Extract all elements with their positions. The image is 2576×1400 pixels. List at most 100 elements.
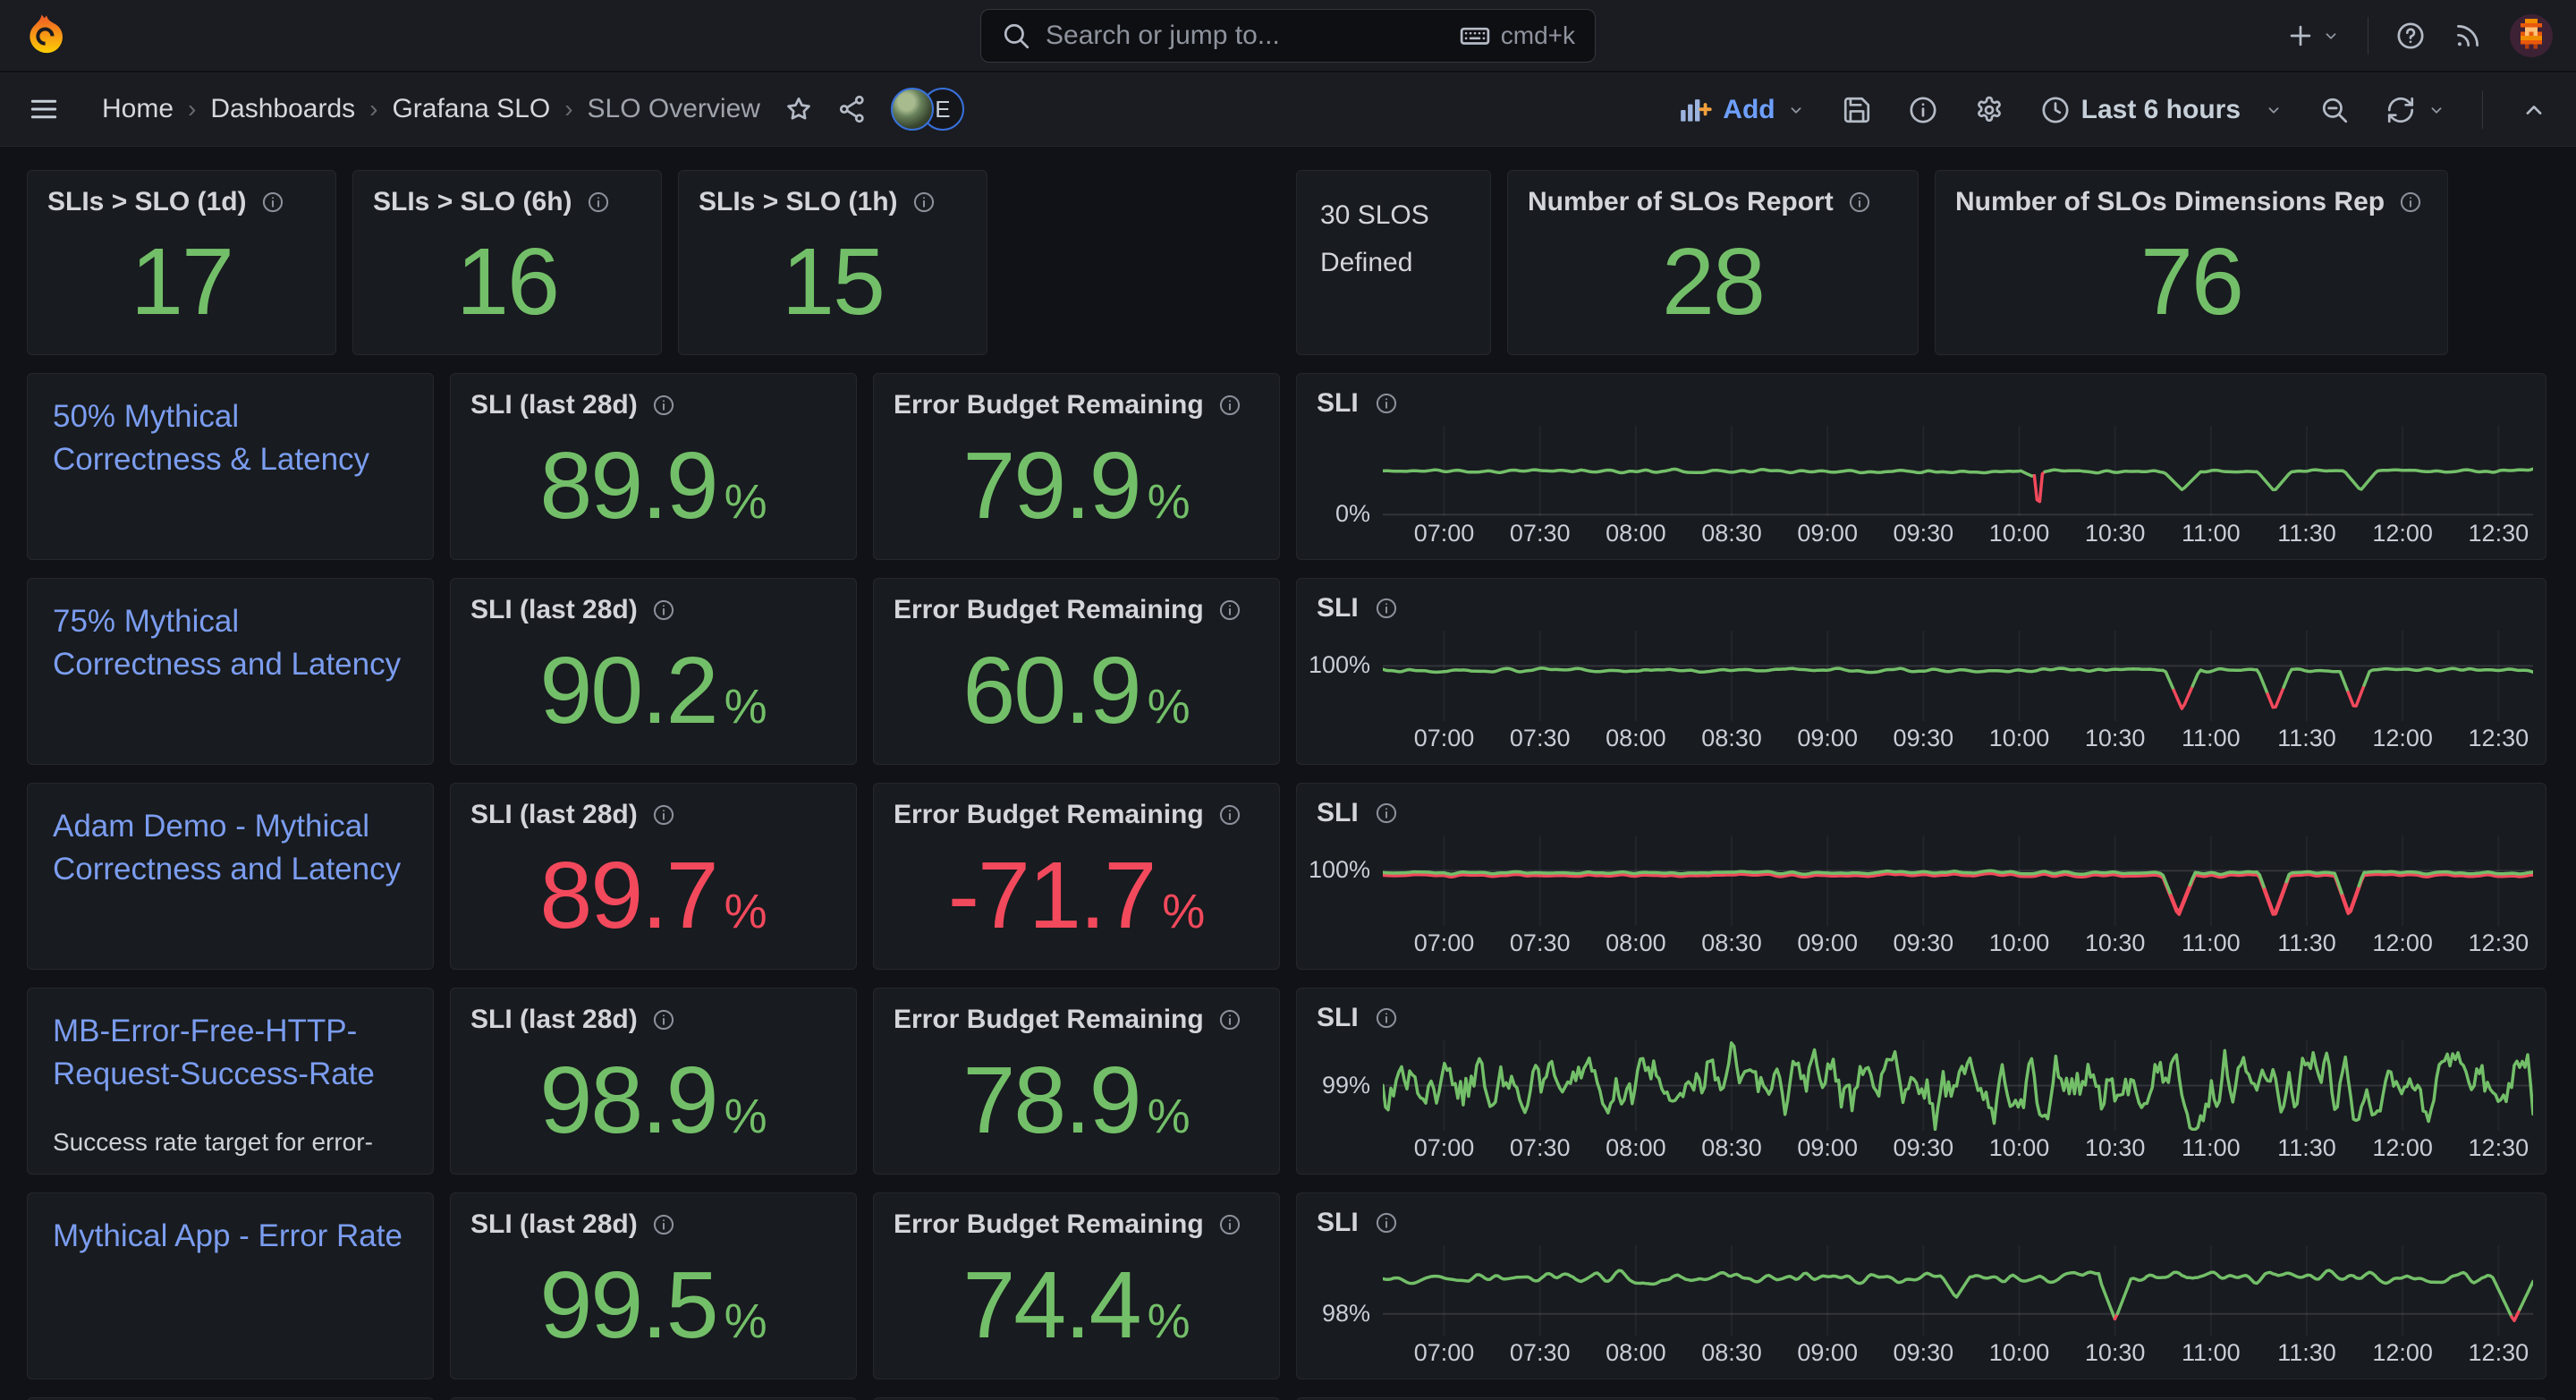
stat-panel-title: Error Budget Remaining (894, 1005, 1204, 1034)
star-icon[interactable] (784, 94, 814, 124)
stat-panel: Number of SLOs Report 28 (1507, 170, 1919, 355)
chart-panel-header: SLI (1317, 1208, 1398, 1238)
info-icon[interactable] (1218, 394, 1241, 417)
slo-name-link[interactable]: Mythical App - Error Rate (53, 1218, 402, 1253)
x-axis-tick-label: 12:30 (2468, 929, 2529, 956)
slo-name-link[interactable]: 75% Mythical Correctness and Latency (53, 604, 402, 683)
sli-chart-plot[interactable] (1381, 1040, 2535, 1132)
info-icon[interactable] (1848, 191, 1871, 214)
info-icon[interactable] (1375, 392, 1398, 415)
x-axis-tick-label: 11:30 (2277, 725, 2336, 751)
info-icon[interactable] (652, 803, 675, 827)
stat-panel-title: Number of SLOs Report (1528, 187, 1834, 216)
global-search[interactable]: cmd+k (980, 9, 1596, 63)
stat-panel-header: Error Budget Remaining (874, 988, 1279, 1035)
info-icon[interactable] (1375, 1006, 1398, 1030)
slo-row-partial (27, 1397, 2549, 1400)
sli-stat-panel: SLI (last 28d) 89.7% (450, 783, 857, 970)
presence-avatar-badge[interactable]: E (920, 88, 964, 131)
dashboard-info-icon[interactable] (1908, 95, 1938, 125)
sli-value: 89.9 (539, 433, 718, 539)
x-axis-tick-label: 07:30 (1509, 929, 1571, 956)
x-axis-tick-label: 10:30 (2084, 1134, 2146, 1161)
info-icon[interactable] (1375, 1211, 1398, 1235)
breadcrumb-item[interactable]: SLO Overview (587, 94, 760, 123)
breadcrumb-item[interactable]: Dashboards (210, 94, 356, 123)
sli-chart-plot[interactable] (1381, 1245, 2535, 1336)
search-input[interactable] (1046, 21, 1445, 51)
news-rss-icon[interactable] (2453, 21, 2483, 51)
sli-value: 89.7 (539, 843, 718, 948)
chart-panel-header: SLI (1317, 593, 1398, 624)
x-axis-tick-label: 09:30 (1893, 520, 1954, 547)
sli-stat-panel: SLI (last 28d) 98.9% (450, 988, 857, 1175)
stat-value: 15 (782, 229, 886, 335)
stat-panel-header: Number of SLOs Dimensions Rep (1936, 171, 2447, 217)
grafana-logo-icon[interactable] (25, 13, 66, 58)
x-axis-tick-label: 09:00 (1797, 520, 1858, 547)
new-menu-button[interactable] (2285, 21, 2341, 51)
refresh-button[interactable] (2385, 95, 2446, 125)
save-dashboard-icon[interactable] (1842, 95, 1872, 125)
breadcrumb-item[interactable]: Grafana SLO (392, 94, 551, 123)
stat-panel-header: Error Budget Remaining (874, 374, 1279, 420)
x-axis-tick-label: 12:30 (2468, 1339, 2529, 1366)
info-icon[interactable] (652, 394, 675, 417)
info-icon[interactable] (261, 191, 284, 214)
info-icon[interactable] (1375, 802, 1398, 825)
chart-panel-header: SLI (1317, 1003, 1398, 1033)
dashboard-presence[interactable]: E (890, 88, 964, 131)
x-axis-tick-label: 11:00 (2182, 520, 2241, 547)
x-axis-tick-label: 09:30 (1893, 1134, 1954, 1161)
info-icon[interactable] (652, 1213, 675, 1236)
slo-name-link[interactable]: Adam Demo - Mythical Correctness and Lat… (53, 809, 402, 887)
sli-chart-plot[interactable] (1381, 836, 2535, 926)
stat-panel-title: SLIs > SLO (6h) (373, 187, 572, 216)
stat-panel-header: SLI (last 28d) (451, 988, 856, 1035)
x-axis-tick-label: 09:00 (1797, 1134, 1858, 1161)
dashboard-settings-icon[interactable] (1974, 95, 2004, 125)
slo-name-link[interactable]: MB-Error-Free-HTTP-Request-Success-Rate (53, 1014, 375, 1092)
percent-suffix: % (724, 1090, 767, 1143)
user-avatar[interactable] (2510, 14, 2553, 57)
info-icon[interactable] (652, 598, 675, 622)
info-icon[interactable] (1218, 803, 1241, 827)
chart-title: SLI (1317, 1208, 1359, 1237)
sli-chart-plot[interactable] (1381, 631, 2535, 721)
info-icon[interactable] (587, 191, 610, 214)
info-icon[interactable] (652, 1008, 675, 1031)
breadcrumb-item[interactable]: Home (102, 94, 174, 123)
info-icon[interactable] (912, 191, 936, 214)
percent-suffix: % (1162, 885, 1206, 938)
info-icon[interactable] (1218, 598, 1241, 622)
help-icon[interactable] (2395, 21, 2426, 51)
x-axis-tick-label: 08:00 (1606, 725, 1666, 751)
x-axis-tick-label: 11:00 (2182, 1134, 2241, 1161)
stat-value: 17 (131, 229, 234, 335)
stat-panel-title: SLI (last 28d) (470, 1005, 638, 1034)
percent-suffix: % (1147, 1294, 1191, 1348)
slo-row: Mythical App - Error Rate SLI (last 28d) 9… (27, 1192, 2549, 1379)
slos-defined-line2: Defined (1320, 247, 1413, 277)
info-icon[interactable] (1218, 1008, 1241, 1031)
sli-chart-plot[interactable] (1381, 426, 2535, 516)
slo-name-link[interactable]: 50% Mythical Correctness & Latency (53, 399, 370, 478)
add-panel-button[interactable]: Add (1678, 93, 1805, 127)
zoom-out-icon[interactable] (2319, 95, 2350, 125)
x-axis-tick-label: 08:00 (1606, 929, 1666, 956)
top-nav-bar: cmd+k (0, 0, 2576, 72)
share-icon[interactable] (837, 94, 868, 124)
slo-row: 50% Mythical Correctness & Latency SLI (l… (27, 373, 2549, 560)
add-label: Add (1723, 94, 1775, 124)
sli-chart-panel: SLI 100% 07:00 07:30 08:00 08:30 09:00 09:30 10:… (1296, 783, 2546, 970)
info-icon[interactable] (2399, 191, 2422, 214)
menu-icon[interactable] (27, 92, 61, 126)
collapse-toolbar-icon[interactable] (2519, 95, 2549, 125)
stat-panel-title: SLI (last 28d) (470, 390, 638, 420)
info-icon[interactable] (1375, 597, 1398, 620)
stat-panel-title: Error Budget Remaining (894, 595, 1204, 624)
x-axis-tick-label: 09:00 (1797, 1339, 1858, 1366)
presence-avatar[interactable] (890, 88, 934, 131)
info-icon[interactable] (1218, 1213, 1241, 1236)
time-range-picker[interactable]: Last 6 hours (2040, 95, 2284, 125)
